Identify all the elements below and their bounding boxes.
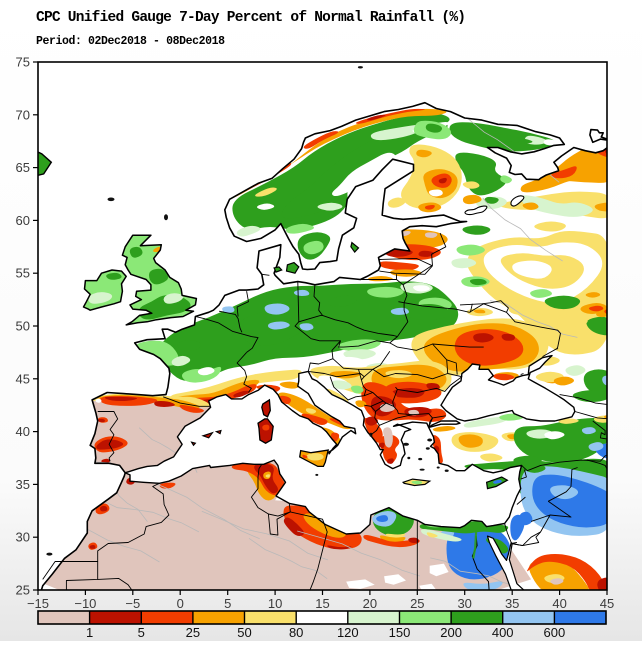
svg-text:5: 5: [138, 625, 145, 640]
svg-text:60: 60: [16, 213, 30, 228]
svg-text:45: 45: [600, 596, 614, 611]
svg-text:Period: 02Dec2018 - 08Dec2018: Period: 02Dec2018 - 08Dec2018: [36, 35, 225, 48]
svg-text:80: 80: [289, 625, 303, 640]
svg-text:−10: −10: [74, 596, 96, 611]
svg-text:15: 15: [315, 596, 329, 611]
svg-text:35: 35: [16, 477, 30, 492]
svg-text:5: 5: [224, 596, 231, 611]
svg-text:200: 200: [440, 625, 462, 640]
svg-text:25: 25: [186, 625, 200, 640]
svg-text:40: 40: [552, 596, 566, 611]
svg-text:10: 10: [268, 596, 282, 611]
svg-text:35: 35: [505, 596, 519, 611]
svg-text:1: 1: [86, 625, 93, 640]
svg-text:65: 65: [16, 160, 30, 175]
svg-text:600: 600: [544, 625, 566, 640]
svg-text:120: 120: [337, 625, 359, 640]
svg-text:75: 75: [16, 55, 30, 70]
svg-text:25: 25: [410, 596, 424, 611]
svg-text:30: 30: [457, 596, 471, 611]
svg-text:0: 0: [177, 596, 184, 611]
svg-text:−5: −5: [125, 596, 140, 611]
svg-text:40: 40: [16, 424, 30, 439]
svg-text:25: 25: [16, 583, 30, 598]
svg-text:150: 150: [389, 625, 411, 640]
svg-text:70: 70: [16, 107, 30, 122]
svg-text:CPC Unified Gauge 7-Day Percen: CPC Unified Gauge 7-Day Percent of Norma…: [36, 10, 466, 26]
svg-text:50: 50: [237, 625, 251, 640]
svg-text:55: 55: [16, 266, 30, 281]
svg-text:50: 50: [16, 319, 30, 334]
svg-text:20: 20: [363, 596, 377, 611]
svg-text:45: 45: [16, 371, 30, 386]
svg-text:30: 30: [16, 530, 30, 545]
svg-text:−15: −15: [27, 596, 49, 611]
svg-text:400: 400: [492, 625, 514, 640]
